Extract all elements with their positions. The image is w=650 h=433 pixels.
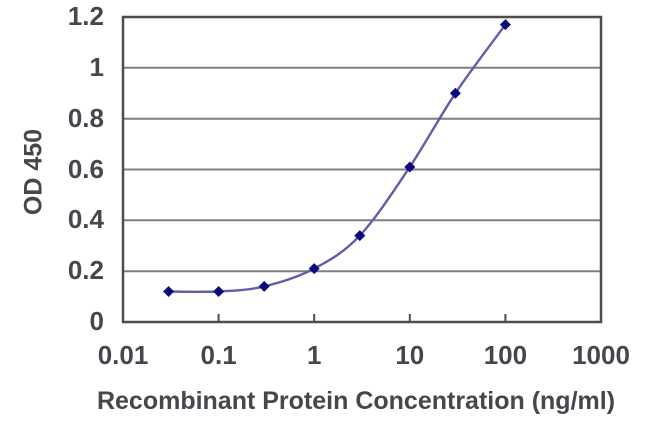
x-tick-label: 10 [395,340,425,370]
y-axis-title: OD 450 [19,128,48,216]
data-point-marker [163,286,175,297]
data-point-marker [449,87,461,99]
y-tick-label: 0.4 [67,204,104,235]
y-tick-label: 0.2 [67,255,104,286]
data-point-marker [354,230,366,242]
y-tick-label: 1.2 [67,1,104,31]
data-point-marker [308,263,320,275]
y-tick-label: 0.8 [67,102,104,133]
data-point-marker [213,286,225,297]
x-tick-label: 100 [483,340,528,370]
x-tick-label: 1000 [572,340,630,370]
x-tick-label: 0.1 [200,340,237,370]
plot-frame [121,15,603,324]
x-axis-title: Recombinant Protein Concentration (ng/ml… [96,387,616,415]
x-tick-label: 1 [306,340,322,370]
y-tick-label: 0 [89,306,104,336]
data-point-marker [404,161,416,173]
data-point-marker [258,280,270,292]
x-tick-label: 0.01 [97,340,149,370]
data-point-marker [499,19,511,31]
y-tick-label: 1 [89,51,104,82]
series-line [168,23,507,294]
y-tick-label: 0.6 [67,153,104,184]
